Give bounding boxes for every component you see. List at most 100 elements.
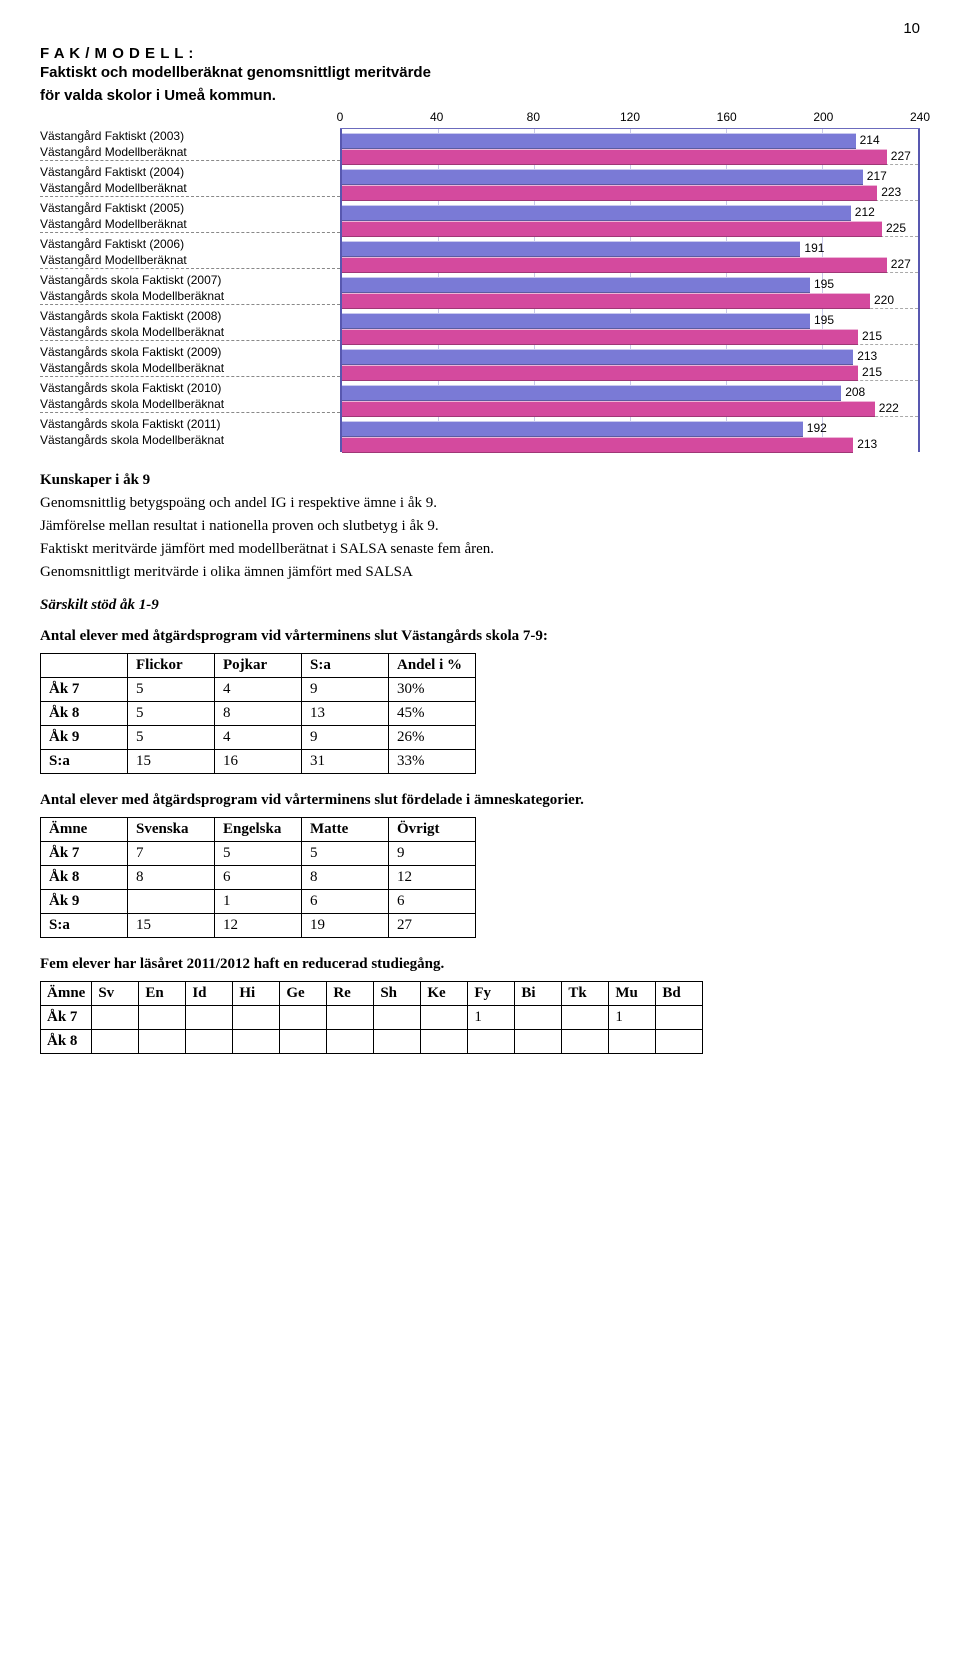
table-header: Andel i % bbox=[389, 654, 476, 678]
table-cell: 5 bbox=[128, 678, 215, 702]
table-reducerad: ÄmneSvEnIdHiGeReShKeFyBiTkMuBdÅk 711Åk 8 bbox=[40, 981, 703, 1054]
table-cell: 6 bbox=[302, 890, 389, 914]
axis-tick: 0 bbox=[337, 110, 344, 124]
table-cell: 33% bbox=[389, 750, 476, 774]
table-cell bbox=[186, 1030, 233, 1054]
bar-label-faktiskt: Västangårds skola Faktiskt (2007) bbox=[40, 272, 340, 288]
bar-label-faktiskt: Västangård Faktiskt (2005) bbox=[40, 200, 340, 216]
table-cell: 9 bbox=[302, 678, 389, 702]
table-header: Sv bbox=[92, 982, 139, 1006]
bar-faktiskt: 192 bbox=[342, 420, 918, 436]
table-cell: 13 bbox=[302, 702, 389, 726]
axis-tick: 80 bbox=[527, 110, 540, 124]
table-cell bbox=[92, 1030, 139, 1054]
table-cell bbox=[562, 1006, 609, 1030]
table-cell: 12 bbox=[389, 866, 476, 890]
table-header: Bd bbox=[656, 982, 703, 1006]
bar-modell: 227 bbox=[342, 256, 918, 272]
table-header: Sh bbox=[374, 982, 421, 1006]
table-cell: 4 bbox=[215, 726, 302, 750]
table-cell: Åk 8 bbox=[41, 866, 128, 890]
table-header: Tk bbox=[562, 982, 609, 1006]
bar-label-modell: Västangård Modellberäknat bbox=[40, 144, 340, 160]
table-row: Åk 9166 bbox=[41, 890, 476, 914]
table-row: Åk 711 bbox=[41, 1006, 703, 1030]
axis-tick: 160 bbox=[717, 110, 737, 124]
table-header: Matte bbox=[302, 818, 389, 842]
table-cell: 1 bbox=[609, 1006, 656, 1030]
table-header: S:a bbox=[302, 654, 389, 678]
bar-label-modell: Västangårds skola Modellberäknat bbox=[40, 360, 340, 376]
axis-tick: 200 bbox=[813, 110, 833, 124]
table-cell bbox=[656, 1030, 703, 1054]
table-header: Id bbox=[186, 982, 233, 1006]
section2-intro: Antal elever med åtgärdsprogram vid vårt… bbox=[40, 628, 920, 645]
bar-faktiskt: 191 bbox=[342, 240, 918, 256]
bar-label-faktiskt: Västangård Faktiskt (2003) bbox=[40, 128, 340, 144]
table-header bbox=[41, 654, 128, 678]
table-header: Bi bbox=[515, 982, 562, 1006]
table-cell: 1 bbox=[468, 1006, 515, 1030]
table-atgardsprogram: FlickorPojkarS:aAndel i %Åk 754930%Åk 85… bbox=[40, 653, 476, 774]
table-cell: 5 bbox=[128, 702, 215, 726]
table-cell: Åk 8 bbox=[41, 702, 128, 726]
bar-modell: 223 bbox=[342, 184, 918, 200]
chart-title-line3: för valda skolor i Umeå kommun. bbox=[40, 87, 920, 104]
table-cell: 19 bbox=[302, 914, 389, 938]
table-header: Ämne bbox=[41, 818, 128, 842]
table-header: Pojkar bbox=[215, 654, 302, 678]
bar-label-faktiskt: Västangård Faktiskt (2004) bbox=[40, 164, 340, 180]
table-header: Re bbox=[327, 982, 374, 1006]
section1-heading: Kunskaper i åk 9 bbox=[40, 472, 920, 489]
bar-modell: 215 bbox=[342, 328, 918, 344]
bar-modell: 215 bbox=[342, 364, 918, 380]
section3-intro: Antal elever med åtgärdsprogram vid vårt… bbox=[40, 792, 920, 809]
table-cell: 26% bbox=[389, 726, 476, 750]
table-cell bbox=[327, 1006, 374, 1030]
table-cell: 5 bbox=[302, 842, 389, 866]
bar-label-faktiskt: Västangårds skola Faktiskt (2010) bbox=[40, 380, 340, 396]
table-cell bbox=[92, 1006, 139, 1030]
table-cell bbox=[280, 1006, 327, 1030]
table-cell: 6 bbox=[215, 866, 302, 890]
table-amneskategorier: ÄmneSvenskaEngelskaMatteÖvrigtÅk 77559Åk… bbox=[40, 817, 476, 938]
section1-l2: Jämförelse mellan resultat i nationella … bbox=[40, 518, 920, 535]
table-cell: Åk 7 bbox=[41, 842, 128, 866]
table-header: Övrigt bbox=[389, 818, 476, 842]
table-cell bbox=[515, 1030, 562, 1054]
table-cell bbox=[374, 1006, 421, 1030]
bar-chart: Västangård Faktiskt (2003)Västangård Mod… bbox=[40, 110, 920, 452]
bar-modell: 227 bbox=[342, 148, 918, 164]
table-cell bbox=[139, 1006, 186, 1030]
bar-faktiskt: 195 bbox=[342, 276, 918, 292]
table-cell bbox=[562, 1030, 609, 1054]
table-cell: S:a bbox=[41, 750, 128, 774]
table-header: Svenska bbox=[128, 818, 215, 842]
section1-l1: Genomsnittlig betygspoäng och andel IG i… bbox=[40, 495, 920, 512]
bar-modell: 220 bbox=[342, 292, 918, 308]
table-cell: 6 bbox=[389, 890, 476, 914]
bar-label-faktiskt: Västangårds skola Faktiskt (2008) bbox=[40, 308, 340, 324]
table-cell: 9 bbox=[302, 726, 389, 750]
page-number: 10 bbox=[40, 20, 920, 37]
table-cell bbox=[233, 1030, 280, 1054]
bar-faktiskt: 213 bbox=[342, 348, 918, 364]
table-cell bbox=[374, 1030, 421, 1054]
table-cell bbox=[280, 1030, 327, 1054]
table-header: Ge bbox=[280, 982, 327, 1006]
section1-l4: Genomsnittligt meritvärde i olika ämnen … bbox=[40, 564, 920, 581]
table-cell: Åk 7 bbox=[41, 678, 128, 702]
axis-tick: 120 bbox=[620, 110, 640, 124]
table-cell: 7 bbox=[128, 842, 215, 866]
table-cell: Åk 8 bbox=[41, 1030, 92, 1054]
table-row: Åk 954926% bbox=[41, 726, 476, 750]
table-cell: 16 bbox=[215, 750, 302, 774]
bar-label-faktiskt: Västangårds skola Faktiskt (2011) bbox=[40, 416, 340, 432]
table-cell: 9 bbox=[389, 842, 476, 866]
table-row: Åk 77559 bbox=[41, 842, 476, 866]
table-cell: 15 bbox=[128, 914, 215, 938]
table-cell: 15 bbox=[128, 750, 215, 774]
table-cell: Åk 9 bbox=[41, 890, 128, 914]
bar-label-modell: Västangårds skola Modellberäknat bbox=[40, 396, 340, 412]
table-cell: 12 bbox=[215, 914, 302, 938]
